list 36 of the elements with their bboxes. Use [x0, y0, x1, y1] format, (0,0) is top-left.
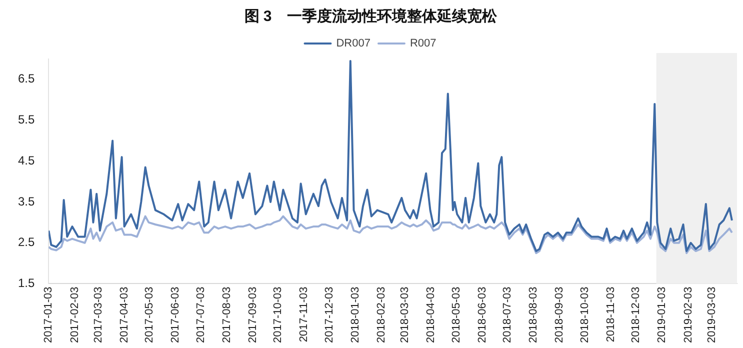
- x-tick-label: 2017-03-03: [92, 286, 104, 344]
- x-tick-label: 2018-10-03: [578, 286, 591, 344]
- x-tick-label: 2018-06-03: [476, 286, 488, 344]
- x-tick-label: 2019-03-03: [706, 286, 718, 344]
- y-tick-label: 6.5: [18, 72, 35, 86]
- x-tick-label: 2018-08-03: [528, 286, 540, 344]
- x-tick-label: 2017-09-03: [246, 286, 259, 344]
- x-tick-label: 2018-05-03: [450, 286, 462, 344]
- x-tick-label: 2018-11-03: [604, 286, 617, 342]
- legend-label: DR007: [336, 38, 370, 50]
- y-tick-label: 3.5: [18, 194, 35, 208]
- legend-label: R007: [410, 38, 436, 50]
- x-tick-label: 2017-04-03: [118, 286, 130, 344]
- y-tick-label: 4.5: [18, 153, 35, 168]
- x-tick-label: 2017-06-03: [170, 286, 182, 344]
- x-tick-label: 2018-09-03: [554, 286, 566, 344]
- x-tick-label: 2017-01-03: [42, 286, 55, 344]
- y-tick-label: 2.5: [18, 235, 35, 250]
- chart-title: 图 3 一季度流动性环境整体延续宽松: [244, 7, 498, 26]
- x-tick-label: 2018-07-03: [502, 286, 514, 344]
- x-tick-label: 2017-12-03: [323, 286, 336, 344]
- x-tick-label: 2017-11-03: [298, 286, 310, 342]
- x-tick-label: 2018-03-03: [399, 286, 412, 344]
- x-tick-label: 2018-04-03: [425, 286, 438, 344]
- x-tick-label: 2018-12-03: [630, 286, 642, 344]
- x-tick-label: 2017-08-03: [220, 286, 233, 344]
- x-tick-label: 2018-01-03: [349, 286, 362, 344]
- x-tick-label: 2019-02-03: [682, 286, 694, 344]
- x-tick-label: 2019-01-03: [656, 286, 668, 344]
- x-tick-label: 2017-05-03: [144, 286, 156, 344]
- y-tick-label: 5.5: [18, 112, 35, 127]
- y-tick-label: 1.5: [18, 276, 35, 290]
- x-tick-label: 2017-02-03: [68, 286, 81, 344]
- x-tick-label: 2017-07-03: [194, 286, 207, 344]
- x-tick-label: 2018-02-03: [376, 286, 388, 344]
- x-tick-label: 2017-10-03: [272, 286, 284, 344]
